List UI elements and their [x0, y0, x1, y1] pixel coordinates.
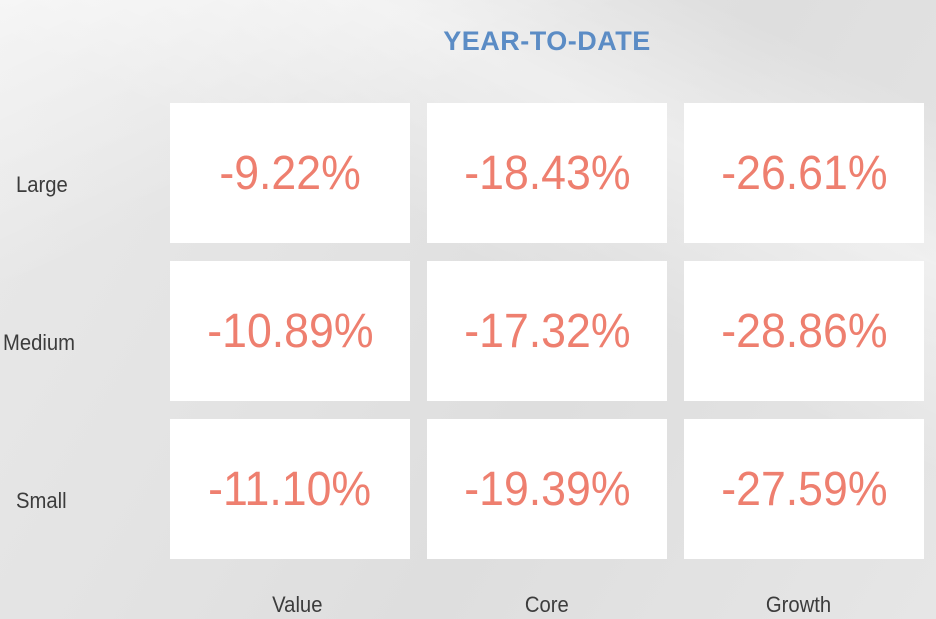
cell-large-core: -18.43%	[427, 103, 667, 243]
cell-large-growth: -26.61%	[684, 103, 924, 243]
cell-value-text: -19.39%	[463, 462, 631, 516]
cell-value-text: -9.22%	[219, 146, 361, 200]
cell-value-text: -11.10%	[208, 462, 372, 516]
cell-medium-value: -10.89%	[170, 261, 410, 401]
cell-small-value: -11.10%	[170, 419, 410, 559]
cell-large-value: -9.22%	[170, 103, 410, 243]
cell-medium-growth: -28.86%	[684, 261, 924, 401]
col-label-text: Growth	[765, 592, 831, 617]
cell-small-growth: -27.59%	[684, 419, 924, 559]
col-label-growth: Growth	[678, 592, 918, 618]
cell-value-text: -26.61%	[720, 146, 888, 200]
row-label-large: Large	[16, 172, 68, 197]
col-label-text: Core	[525, 592, 569, 617]
col-label-core: Core	[427, 592, 667, 618]
row-label-small: Small	[16, 488, 67, 513]
chart-title: YEAR-TO-DATE	[443, 26, 651, 56]
cell-value-text: -17.32%	[463, 304, 631, 358]
cell-value-text: -28.86%	[720, 304, 888, 358]
cell-value-text: -27.59%	[720, 462, 888, 516]
cell-medium-core: -17.32%	[427, 261, 667, 401]
cell-value-text: -18.43%	[463, 146, 631, 200]
cell-small-core: -19.39%	[427, 419, 667, 559]
row-label-medium: Medium	[3, 330, 75, 355]
col-label-value: Value	[177, 592, 417, 618]
cell-value-text: -10.89%	[206, 304, 374, 358]
col-label-text: Value	[271, 592, 323, 617]
